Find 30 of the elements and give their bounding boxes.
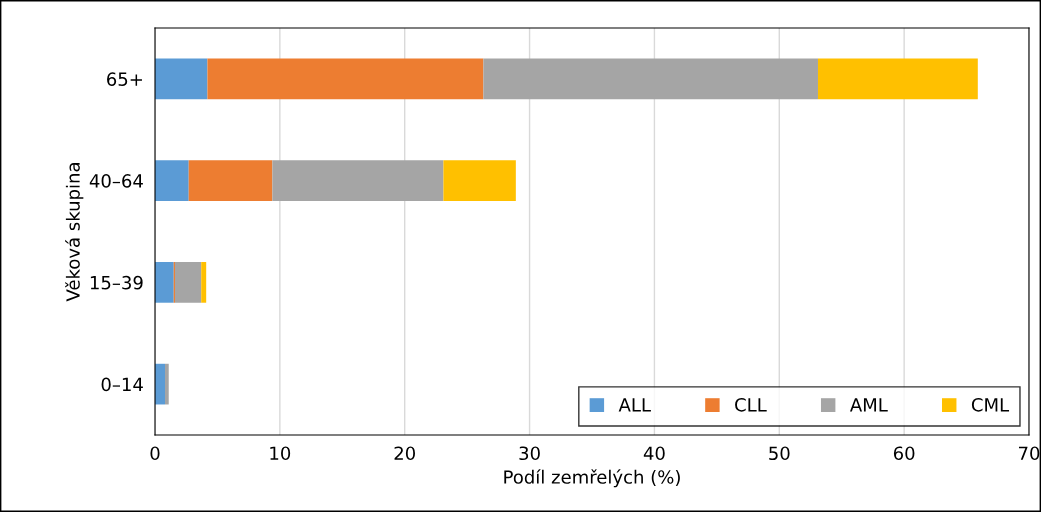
y-tick-label: 65+ bbox=[107, 72, 142, 86]
bar bbox=[174, 262, 202, 303]
legend-label: ALL bbox=[618, 398, 651, 412]
legend-label: CLL bbox=[735, 397, 767, 412]
x-axis-title: Podíl zemřelých (%) bbox=[504, 469, 680, 488]
bar bbox=[164, 363, 169, 405]
x-tick-label: 60 bbox=[893, 446, 915, 461]
legend-label: AML bbox=[849, 398, 888, 412]
y-tick-label: 15–39 bbox=[90, 275, 143, 290]
bar bbox=[272, 160, 444, 201]
x-tick-label: 20 bbox=[394, 446, 415, 461]
bar bbox=[207, 58, 484, 100]
bar bbox=[201, 262, 207, 303]
bar bbox=[443, 160, 516, 201]
bar bbox=[155, 58, 208, 100]
x-tick-label: 0 bbox=[150, 446, 160, 461]
x-tick-label: 70 bbox=[1018, 446, 1040, 461]
bar bbox=[483, 58, 818, 100]
y-axis-title: Věková skupina bbox=[65, 163, 84, 302]
bar bbox=[188, 160, 273, 201]
y-tick-label: 40–64 bbox=[89, 174, 143, 188]
x-tick-label: 30 bbox=[519, 446, 540, 461]
bar bbox=[155, 262, 174, 303]
legend-label: CML bbox=[971, 397, 1010, 412]
bar bbox=[155, 160, 189, 201]
x-tick-label: 10 bbox=[270, 446, 291, 461]
bar bbox=[817, 58, 978, 100]
y-tick-label: 0–14 bbox=[101, 377, 143, 392]
x-tick-label: 40 bbox=[643, 446, 665, 461]
x-tick-label: 50 bbox=[769, 446, 790, 461]
